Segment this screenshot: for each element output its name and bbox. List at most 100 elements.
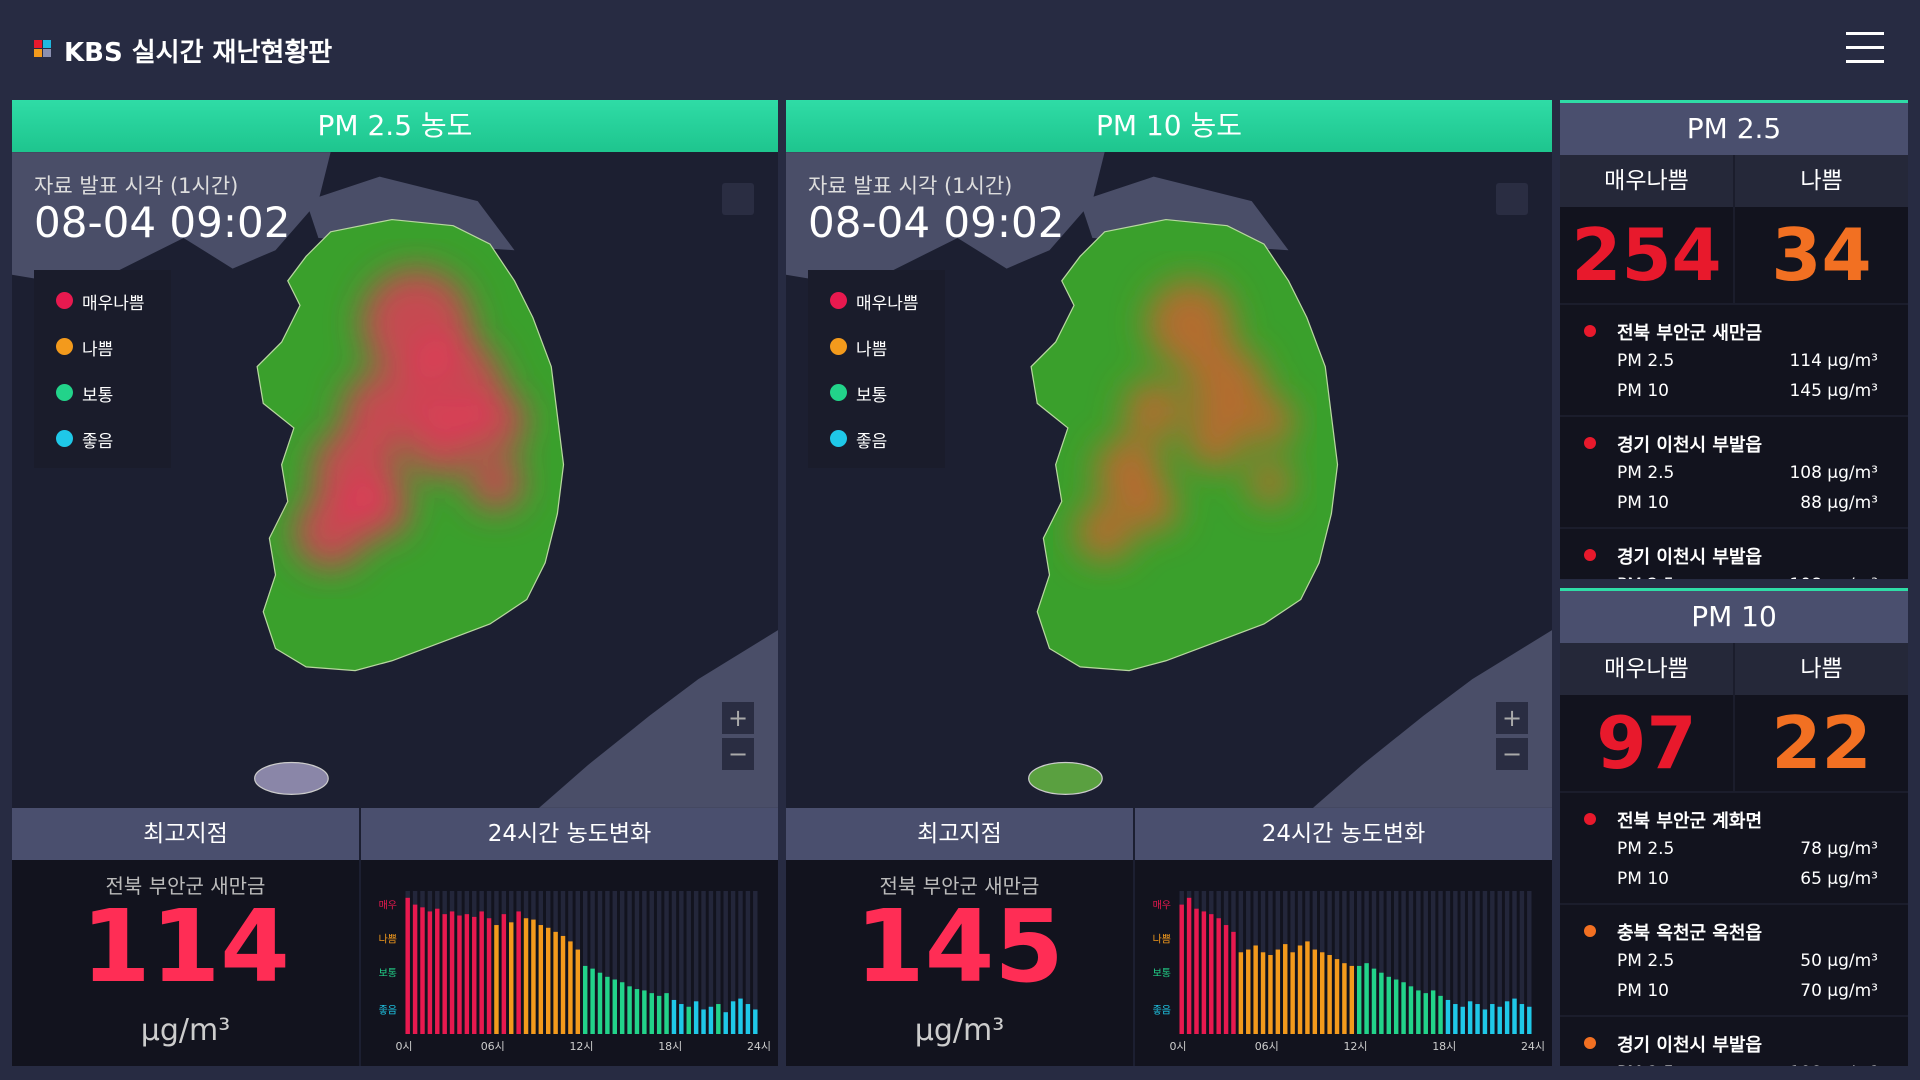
chart-title: 24시간 농도변화 — [361, 808, 778, 860]
bar — [412, 904, 418, 1034]
pm-label: PM 2.5 — [1617, 1063, 1674, 1066]
zoom-in[interactable]: + — [1496, 702, 1528, 734]
station-item: 충북 옥천군 옥천읍 PM 2.5 50 μg/m³ PM 10 70 μg/m³ — [1560, 905, 1908, 1015]
grid-column — [664, 891, 669, 1034]
map[interactable] — [786, 152, 1552, 808]
grid-column — [1349, 891, 1355, 1034]
grid-column — [1467, 891, 1473, 1034]
legend-dot — [830, 430, 847, 447]
column-header: 매우나쁨 — [1560, 643, 1733, 695]
bar — [1393, 979, 1399, 1034]
legend-label: 좋음 — [856, 432, 888, 452]
grid-column — [1393, 891, 1399, 1034]
bar — [435, 908, 440, 1034]
zoom-in[interactable]: + — [722, 702, 754, 734]
grid-column — [1460, 891, 1465, 1034]
logo — [34, 36, 52, 58]
pollution-blob — [1129, 483, 1179, 533]
grid-column — [642, 891, 647, 1034]
grid-column — [656, 891, 662, 1034]
bar — [509, 922, 514, 1034]
zoom-out[interactable]: − — [722, 738, 754, 770]
bar — [753, 1009, 758, 1034]
bar — [538, 925, 544, 1034]
bar — [671, 999, 677, 1034]
x-tick-label: 0시 — [395, 1040, 412, 1053]
grid-column — [1519, 891, 1525, 1034]
grid-column — [730, 891, 736, 1034]
legend-dot — [56, 430, 73, 447]
bar — [582, 965, 588, 1034]
land-china — [786, 152, 1105, 287]
home-button[interactable] — [1496, 183, 1528, 215]
bar — [420, 907, 425, 1034]
status-dot — [1584, 437, 1596, 449]
bar — [1179, 904, 1184, 1034]
bar — [1231, 931, 1236, 1034]
bar — [1223, 925, 1229, 1034]
station-name: 전북 부안군 새만금 — [1617, 323, 1763, 344]
chart-box: 24시간 농도변화 매우 나쁨 보통 좋음 0시 06시 12시 18시 24시 — [361, 808, 778, 1066]
home-button[interactable] — [722, 183, 754, 215]
bar — [716, 1004, 721, 1034]
bar — [1512, 998, 1517, 1034]
zoom-out[interactable]: − — [1496, 738, 1528, 770]
menu-button[interactable] — [1846, 32, 1884, 64]
app-title: KBS 실시간 재난현황판 — [64, 38, 333, 68]
grid-column — [1416, 891, 1421, 1034]
time-label: 자료 발표 시각 (1시간) — [808, 174, 1013, 198]
pollution-blob — [1187, 345, 1267, 425]
pollution-blob — [1146, 279, 1235, 368]
pm-label: PM 10 — [1617, 493, 1669, 513]
grid-column — [649, 891, 654, 1034]
pm-label: PM 2.5 — [1617, 463, 1675, 483]
legend-dot — [56, 292, 73, 309]
bar — [560, 935, 566, 1034]
grid-column — [1527, 891, 1532, 1034]
bar — [745, 1004, 751, 1034]
bar — [1379, 972, 1384, 1034]
pollution-blob — [465, 391, 527, 453]
grid-column — [1490, 891, 1495, 1034]
top-station: 최고지점 전북 부안군 새만금 145 μg/m³ — [786, 808, 1133, 1066]
bar — [531, 919, 536, 1034]
grid-column — [612, 891, 617, 1034]
x-tick-label: 18시 — [1432, 1040, 1456, 1053]
column-header: 매우나쁨 — [1560, 155, 1733, 207]
pm-value: 114 μg/m³ — [1789, 351, 1878, 371]
legend-label: 나쁨 — [856, 340, 888, 360]
top-value: 145 — [855, 888, 1064, 1005]
grid-column — [753, 891, 758, 1034]
count: 34 — [1735, 207, 1908, 303]
legend-label: 매우나쁨 — [82, 294, 145, 314]
pollution-blob — [293, 495, 368, 569]
bar — [1430, 990, 1436, 1034]
panel-title: PM 2.5 농도 — [12, 100, 778, 152]
grid-column — [1356, 891, 1362, 1034]
grid-column — [1386, 891, 1391, 1034]
map-legend: 매우나쁨 나쁨 보통 좋음 — [808, 270, 945, 468]
pm-value: 70 μg/m³ — [1800, 981, 1878, 1001]
top-header: 최고지점 — [786, 808, 1133, 860]
bar — [605, 976, 610, 1034]
time-value: 08-04 09:02 — [34, 198, 291, 247]
map-panel: PM 10 농도 + − 자료 발표 시각 (1시간) 08-04 09:02 매우나쁨 나… — [786, 100, 1552, 1066]
top-header: 최고지점 — [12, 808, 359, 860]
grid-column — [671, 891, 677, 1034]
pollution-blob — [469, 456, 524, 511]
legend-dot — [830, 384, 847, 401]
grid-column — [1512, 891, 1517, 1034]
grid-column — [686, 891, 691, 1034]
bar — [568, 941, 573, 1034]
time-label: 자료 발표 시각 (1시간) — [34, 174, 239, 198]
bar — [546, 927, 551, 1034]
bar — [1445, 999, 1451, 1034]
bar — [1416, 990, 1421, 1034]
top-station: 최고지점 전북 부안군 새만금 114 μg/m³ — [12, 808, 359, 1066]
grid-column — [679, 891, 684, 1034]
map[interactable] — [12, 152, 778, 808]
bar — [464, 914, 470, 1034]
bar — [1460, 1006, 1465, 1034]
